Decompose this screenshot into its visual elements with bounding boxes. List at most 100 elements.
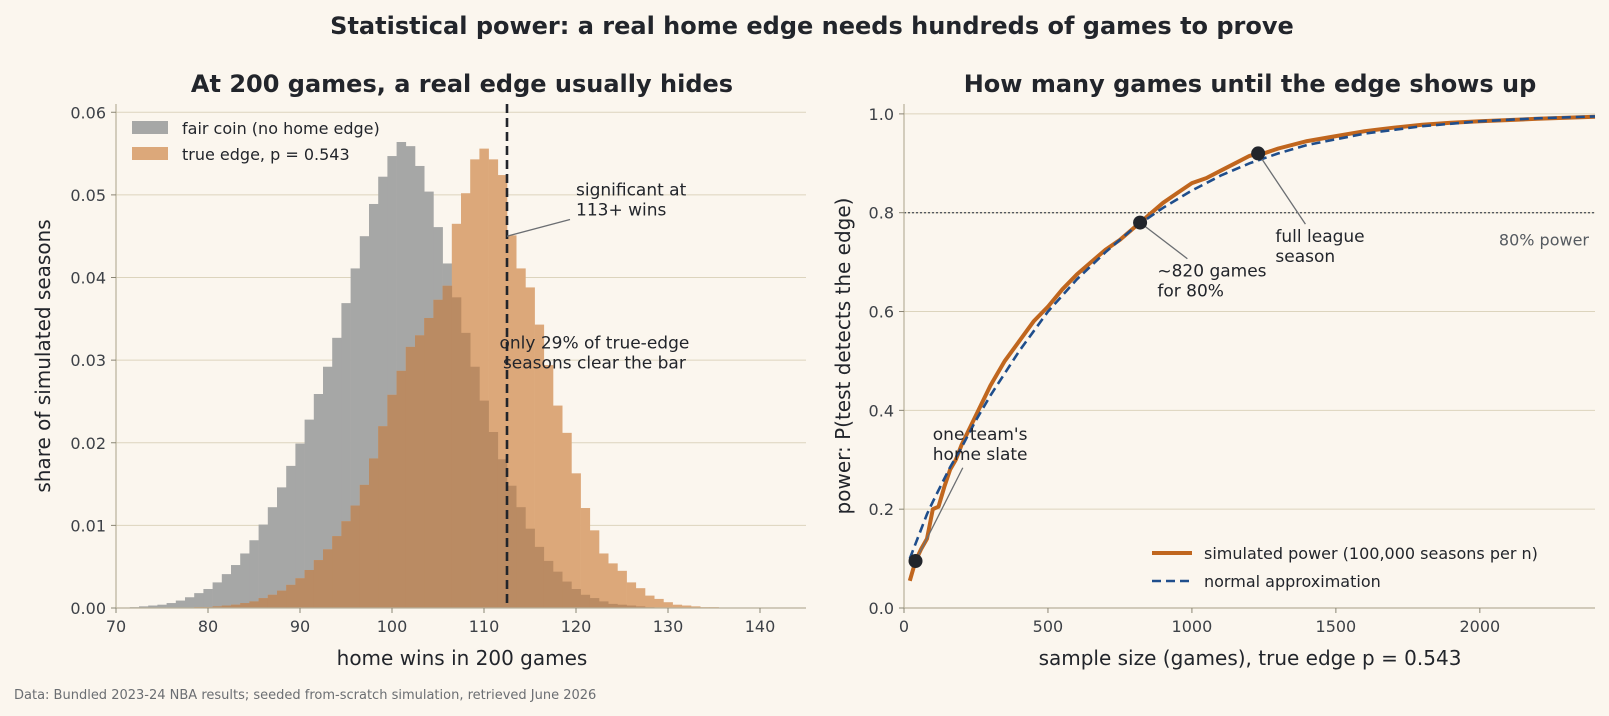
fair-bar bbox=[148, 605, 158, 608]
x-tick-label: 140 bbox=[745, 617, 776, 636]
overlap-bar bbox=[525, 528, 535, 608]
overlap-bar bbox=[304, 569, 315, 608]
x-tick-label: 110 bbox=[469, 617, 500, 636]
annotation-text: ~820 games bbox=[1157, 262, 1266, 282]
overlap-bar bbox=[286, 584, 296, 608]
y-tick-label: 0.8 bbox=[869, 204, 894, 223]
fair-bar bbox=[295, 443, 305, 608]
reference-line-label: 80% power bbox=[1499, 231, 1590, 250]
overlap-bar bbox=[332, 536, 342, 608]
overlap-bar bbox=[507, 485, 517, 608]
x-tick-label: 90 bbox=[290, 617, 310, 636]
x-tick-label: 130 bbox=[653, 617, 684, 636]
histogram-axes: 70 80 90 100 110 120 130 140 0.00 0.01 0.02 0.03 0.0… bbox=[70, 103, 806, 636]
y-tick-label: 0.6 bbox=[869, 303, 894, 322]
fair-bar bbox=[139, 606, 149, 608]
overlap-bar bbox=[442, 285, 453, 608]
overlap-bar bbox=[212, 606, 223, 608]
overlap-bar bbox=[461, 332, 471, 608]
fair-bar bbox=[341, 303, 351, 608]
overlap-bar bbox=[323, 549, 333, 608]
power-ylabel: power: P(test detects the edge) bbox=[831, 198, 855, 515]
annotation-text: 113+ wins bbox=[576, 201, 666, 221]
fair-bar bbox=[258, 524, 269, 608]
y-tick-label: 0.06 bbox=[70, 103, 106, 122]
fair-bar bbox=[240, 553, 250, 608]
fair-bar bbox=[304, 419, 315, 608]
fair-bar bbox=[286, 465, 296, 608]
highlight-point bbox=[1251, 146, 1266, 161]
overlap-bars bbox=[166, 285, 673, 608]
fair-bar bbox=[203, 588, 213, 608]
legend-label-edge: true edge, p = 0.543 bbox=[182, 145, 350, 164]
edge-bar bbox=[608, 563, 618, 608]
edge-bar bbox=[543, 365, 554, 608]
y-tick-label: 0.04 bbox=[70, 269, 106, 288]
y-tick-label: 0.01 bbox=[70, 516, 106, 535]
annotation-arrow bbox=[1139, 222, 1188, 260]
overlap-bar bbox=[626, 605, 637, 608]
overlap-bar bbox=[341, 521, 351, 608]
histogram-xlabel: home wins in 200 games bbox=[337, 646, 588, 670]
power-legend: simulated power (100,000 seasons per n) … bbox=[1152, 544, 1538, 591]
overlap-bar bbox=[488, 432, 499, 608]
edge-bar bbox=[589, 530, 600, 608]
edge-bar bbox=[654, 598, 664, 608]
fair-bar bbox=[359, 236, 370, 608]
overlap-bar bbox=[267, 594, 278, 608]
overlap-bar bbox=[231, 604, 241, 608]
overlap-bar bbox=[479, 400, 489, 608]
fair-bar bbox=[221, 574, 232, 608]
overlap-bar bbox=[562, 581, 572, 608]
x-tick-label: 100 bbox=[377, 617, 408, 636]
overlap-bar bbox=[589, 598, 600, 608]
edge-bar bbox=[617, 570, 627, 608]
edge-bar bbox=[507, 235, 517, 609]
legend-label-simulated: simulated power (100,000 seasons per n) bbox=[1204, 544, 1538, 563]
normal-approximation-line bbox=[908, 115, 1596, 560]
annotation-arrow bbox=[1257, 153, 1306, 225]
x-tick-label: 2000 bbox=[1459, 617, 1500, 636]
annotation-text: home slate bbox=[933, 445, 1028, 465]
edge-bar bbox=[626, 582, 637, 608]
overlap-bar bbox=[415, 335, 425, 608]
overlap-bar bbox=[580, 594, 591, 608]
figure-title: Statistical power: a real home edge need… bbox=[330, 12, 1294, 40]
legend-swatch-edge bbox=[132, 147, 168, 160]
histogram-title: At 200 games, a real edge usually hides bbox=[191, 70, 733, 98]
overlap-bar bbox=[313, 560, 324, 608]
edge-bar bbox=[691, 606, 701, 608]
fair-bar bbox=[267, 507, 278, 608]
edge-bar bbox=[562, 432, 572, 608]
edge-bar bbox=[663, 602, 673, 608]
annotation-text: significant at bbox=[576, 181, 687, 201]
fair-bar bbox=[369, 203, 379, 609]
fair-bar bbox=[332, 337, 342, 608]
overlap-bar bbox=[221, 605, 232, 608]
histogram-panel: At 200 games, a real edge usually hides … bbox=[31, 70, 806, 670]
x-tick-label: 1500 bbox=[1316, 617, 1357, 636]
legend-label-fair: fair coin (no home edge) bbox=[182, 119, 380, 138]
overlap-bar bbox=[599, 601, 609, 608]
overlap-bar bbox=[497, 459, 508, 608]
x-tick-label: 0 bbox=[899, 617, 909, 636]
histogram-legend: fair coin (no home edge) true edge, p = … bbox=[132, 119, 380, 164]
y-tick-label: 0.4 bbox=[869, 401, 894, 420]
power-axes: 0 500 1000 1500 2000 0.0 0.2 0.4 0.6 0.8 1.0 bbox=[869, 104, 1595, 636]
highlight-point bbox=[1133, 215, 1148, 230]
edge-bar bbox=[534, 324, 545, 608]
source-footer: Data: Bundled 2023-24 NBA results; seede… bbox=[14, 688, 596, 703]
y-tick-label: 0.00 bbox=[70, 599, 106, 618]
annotation-arrow bbox=[506, 218, 571, 237]
fair-bar bbox=[249, 540, 259, 608]
overlap-bar bbox=[635, 606, 646, 608]
overlap-bar bbox=[433, 299, 443, 608]
annotation-text: only 29% of true-edge bbox=[499, 333, 689, 353]
overlap-bar bbox=[378, 426, 388, 608]
edge-bar bbox=[525, 287, 535, 608]
edge-bar bbox=[479, 148, 489, 608]
edge-bar bbox=[635, 588, 646, 608]
edge-bar bbox=[553, 405, 563, 608]
